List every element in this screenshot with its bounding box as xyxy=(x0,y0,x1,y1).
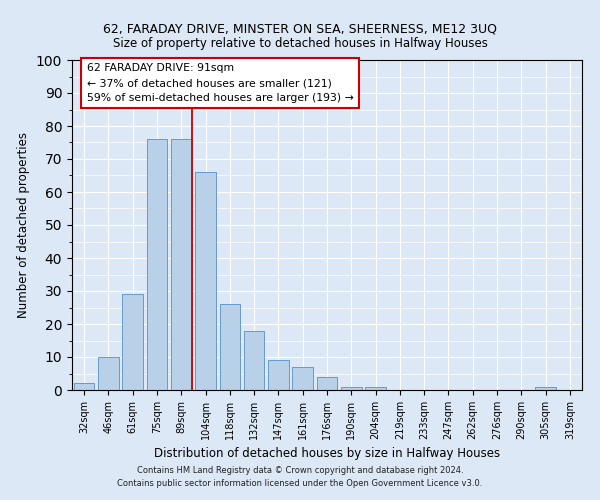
Text: 62 FARADAY DRIVE: 91sqm
← 37% of detached houses are smaller (121)
59% of semi-d: 62 FARADAY DRIVE: 91sqm ← 37% of detache… xyxy=(86,64,353,103)
Bar xyxy=(292,367,313,390)
Bar xyxy=(365,386,386,390)
Bar xyxy=(268,360,289,390)
Y-axis label: Number of detached properties: Number of detached properties xyxy=(17,132,31,318)
Bar xyxy=(317,377,337,390)
X-axis label: Distribution of detached houses by size in Halfway Houses: Distribution of detached houses by size … xyxy=(154,448,500,460)
Bar xyxy=(244,330,265,390)
Bar xyxy=(122,294,143,390)
Bar xyxy=(171,139,191,390)
Text: 62, FARADAY DRIVE, MINSTER ON SEA, SHEERNESS, ME12 3UQ: 62, FARADAY DRIVE, MINSTER ON SEA, SHEER… xyxy=(103,22,497,36)
Text: Contains HM Land Registry data © Crown copyright and database right 2024.
Contai: Contains HM Land Registry data © Crown c… xyxy=(118,466,482,487)
Bar xyxy=(220,304,240,390)
Bar xyxy=(98,357,119,390)
Text: Size of property relative to detached houses in Halfway Houses: Size of property relative to detached ho… xyxy=(113,38,487,51)
Bar xyxy=(74,384,94,390)
Bar xyxy=(341,386,362,390)
Bar xyxy=(535,386,556,390)
Bar xyxy=(195,172,216,390)
Bar xyxy=(146,139,167,390)
